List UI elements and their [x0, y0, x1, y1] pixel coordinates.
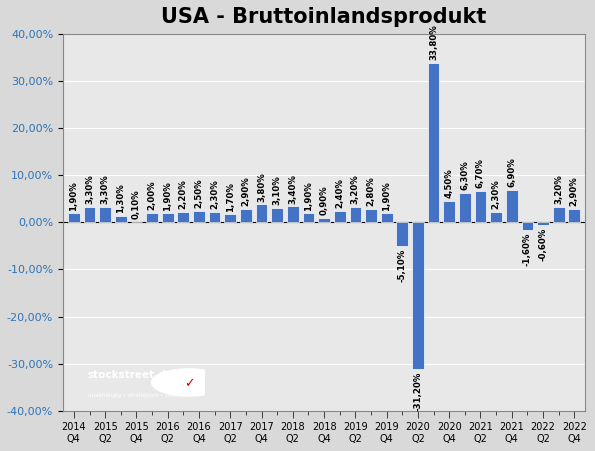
Text: 1,90%: 1,90% [382, 181, 391, 211]
Bar [84, 207, 95, 222]
Text: -1,60%: -1,60% [523, 233, 532, 266]
Text: ✓: ✓ [184, 377, 195, 390]
Title: USA - Bruttoinlandsprodukt: USA - Bruttoinlandsprodukt [161, 7, 487, 27]
Text: 1,30%: 1,30% [116, 184, 126, 213]
Text: 1,70%: 1,70% [226, 182, 235, 212]
Text: 0,10%: 0,10% [132, 189, 141, 219]
Text: 6,70%: 6,70% [476, 158, 485, 188]
Bar [209, 212, 221, 222]
Bar [459, 193, 471, 222]
Bar [224, 214, 236, 222]
Bar [475, 191, 486, 222]
Bar [99, 207, 111, 222]
Text: 2,00%: 2,00% [148, 180, 156, 210]
Bar [256, 204, 267, 222]
Bar [177, 212, 189, 222]
Bar [396, 222, 408, 246]
Bar [162, 213, 174, 222]
Bar [334, 211, 346, 222]
Bar [568, 209, 580, 222]
Text: 1,90%: 1,90% [304, 181, 313, 211]
Text: -5,10%: -5,10% [398, 249, 407, 282]
Bar [428, 63, 440, 222]
Bar [287, 207, 299, 222]
Text: 1,90%: 1,90% [70, 181, 79, 211]
Bar [490, 212, 502, 222]
Text: 1,90%: 1,90% [163, 181, 172, 211]
Text: 2,90%: 2,90% [242, 176, 250, 206]
Bar [271, 208, 283, 222]
Text: 3,80%: 3,80% [257, 172, 266, 202]
Text: 4,50%: 4,50% [444, 169, 454, 198]
Text: 3,30%: 3,30% [101, 174, 109, 204]
Bar [365, 209, 377, 222]
Text: 2,20%: 2,20% [179, 179, 188, 209]
Bar [318, 218, 330, 222]
Text: 2,90%: 2,90% [570, 176, 579, 206]
Bar [553, 207, 565, 222]
Text: 3,10%: 3,10% [273, 175, 281, 205]
Bar [522, 222, 533, 230]
Bar [303, 213, 314, 222]
Text: 3,40%: 3,40% [289, 174, 298, 203]
Text: 2,50%: 2,50% [195, 178, 203, 208]
Text: 3,20%: 3,20% [351, 175, 360, 204]
Bar [240, 209, 252, 222]
Text: 6,90%: 6,90% [508, 157, 516, 187]
Bar [68, 213, 80, 222]
Bar [412, 222, 424, 369]
Text: 3,20%: 3,20% [554, 175, 563, 204]
Text: 3,30%: 3,30% [85, 174, 94, 204]
Circle shape [152, 369, 227, 396]
Text: 6,30%: 6,30% [461, 160, 469, 190]
Text: -31,20%: -31,20% [414, 372, 422, 411]
Text: stockstreet.de: stockstreet.de [88, 370, 174, 380]
Text: 2,80%: 2,80% [367, 177, 375, 207]
Bar [443, 201, 455, 222]
Text: 2,30%: 2,30% [210, 179, 219, 209]
Bar [349, 207, 361, 222]
Bar [506, 190, 518, 222]
Text: 0,90%: 0,90% [320, 186, 328, 215]
Text: 2,40%: 2,40% [335, 178, 345, 208]
Text: 33,80%: 33,80% [429, 25, 438, 60]
Text: -0,60%: -0,60% [538, 228, 547, 261]
Bar [146, 213, 158, 222]
Bar [381, 213, 393, 222]
Bar [115, 216, 127, 222]
Bar [537, 222, 549, 225]
Text: 2,30%: 2,30% [491, 179, 500, 209]
Text: unabhängig • strategisch • trefflicher: unabhängig • strategisch • trefflicher [88, 393, 192, 399]
Bar [193, 211, 205, 222]
